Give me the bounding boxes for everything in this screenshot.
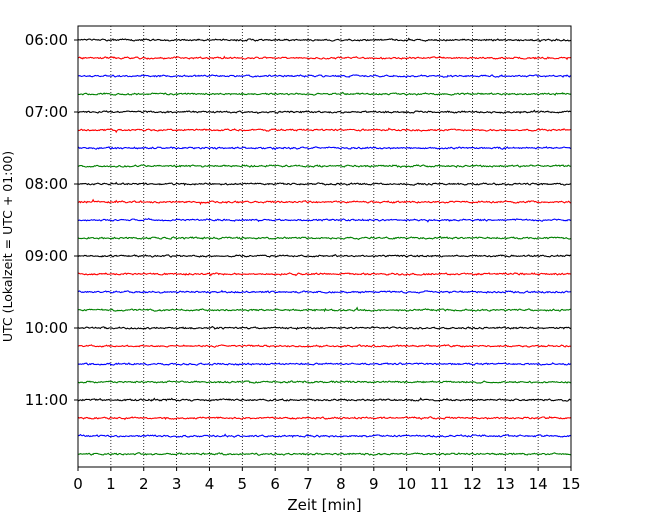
x-tick-label-15: 15 <box>561 475 580 493</box>
trace-1100 <box>77 397 572 402</box>
trace-0800 <box>77 181 572 187</box>
trace-1130 <box>77 433 572 438</box>
trace-0830 <box>77 217 572 223</box>
trace-0745 <box>77 164 572 169</box>
x-tick-label-12: 12 <box>463 475 482 493</box>
y-tick-label-0900: 09:00 <box>25 247 68 265</box>
trace-0645 <box>77 91 572 96</box>
trace-1145 <box>77 452 572 456</box>
y-tick-label-0600: 06:00 <box>25 31 68 49</box>
trace-0715 <box>77 127 572 134</box>
x-tick-label-5: 5 <box>238 475 248 493</box>
x-tick-label-0: 0 <box>73 475 83 493</box>
trace-0945 <box>77 306 572 313</box>
x-tick-label-10: 10 <box>397 475 416 493</box>
y-axis-label: UTC (Lokalzeit = UTC + 01:00) <box>0 151 15 342</box>
trace-0930 <box>77 289 572 295</box>
trace-1030 <box>77 362 572 366</box>
seismic-traces <box>77 37 572 456</box>
x-tick-label-2: 2 <box>139 475 149 493</box>
x-tick-label-13: 13 <box>496 475 515 493</box>
trace-0630 <box>77 74 572 79</box>
trace-1115 <box>77 416 572 421</box>
x-axis-label: Zeit [min] <box>287 496 361 514</box>
trace-0815 <box>77 198 572 206</box>
y-tick-label-0700: 07:00 <box>25 103 68 121</box>
x-tick-label-11: 11 <box>430 475 449 493</box>
trace-0615 <box>77 55 572 61</box>
trace-0845 <box>77 235 572 241</box>
x-axis-ticks: 0 1 2 3 4 5 6 7 8 9 10 11 12 13 14 15 <box>73 467 581 493</box>
trace-0600 <box>77 37 572 43</box>
trace-1015 <box>77 344 572 348</box>
trace-0900 <box>77 254 572 258</box>
x-tick-label-3: 3 <box>172 475 182 493</box>
y-tick-label-1100: 11:00 <box>25 391 68 409</box>
trace-0700 <box>77 109 572 114</box>
y-axis-ticks: 06:00 07:00 08:00 09:00 10:00 11:00 <box>25 31 78 409</box>
x-tick-label-14: 14 <box>529 475 548 493</box>
trace-0730 <box>77 146 572 151</box>
x-tick-label-8: 8 <box>336 475 346 493</box>
trace-1045 <box>77 380 572 384</box>
x-tick-label-4: 4 <box>205 475 215 493</box>
x-tick-label-1: 1 <box>106 475 116 493</box>
x-tick-label-9: 9 <box>369 475 379 493</box>
trace-1000 <box>77 325 572 331</box>
trace-0915 <box>77 272 572 277</box>
plot-frame <box>77 25 572 468</box>
x-tick-label-7: 7 <box>303 475 313 493</box>
x-tick-label-6: 6 <box>270 475 280 493</box>
y-tick-label-1000: 10:00 <box>25 319 68 337</box>
y-tick-label-0800: 08:00 <box>25 175 68 193</box>
